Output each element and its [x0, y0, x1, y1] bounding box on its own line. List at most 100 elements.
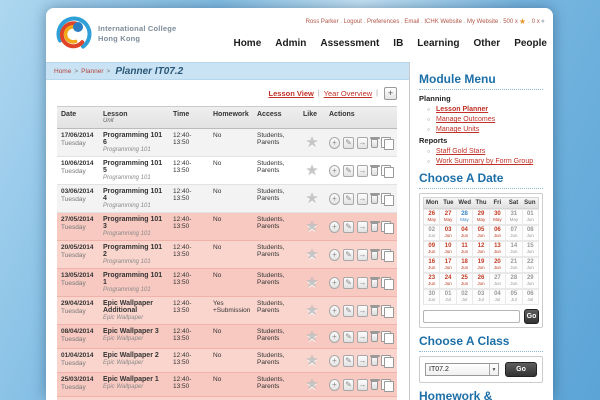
duplicate-icon[interactable] [381, 304, 394, 318]
add-smiley-icon[interactable]: + [329, 164, 340, 177]
nav-item[interactable]: Learning [417, 38, 460, 49]
add-smiley-icon[interactable]: + [329, 378, 340, 391]
like-star-icon[interactable]: ★ [305, 376, 319, 392]
move-icon[interactable]: → [356, 330, 368, 343]
edit-icon[interactable]: ✎ [342, 378, 354, 391]
year-overview-link[interactable]: Year Overview [323, 88, 373, 98]
delete-icon[interactable] [369, 165, 381, 176]
calendar-day[interactable]: 28 Jun [506, 273, 523, 289]
calendar-day[interactable]: 17 Jun [440, 257, 457, 273]
nav-item[interactable]: People [514, 38, 547, 49]
duplicate-icon[interactable] [381, 276, 394, 290]
edit-icon[interactable]: ✎ [342, 248, 354, 261]
add-smiley-icon[interactable]: + [329, 276, 340, 289]
edit-icon[interactable]: ✎ [342, 192, 354, 205]
move-icon[interactable]: → [356, 248, 368, 261]
calendar-day[interactable]: 25 Jun [456, 273, 474, 289]
like-star-icon[interactable]: ★ [305, 352, 319, 368]
add-smiley-icon[interactable]: + [329, 248, 340, 261]
delete-icon[interactable] [369, 193, 381, 204]
module-menu-link[interactable]: Manage Units [427, 126, 543, 133]
calendar-day[interactable]: 05 Jun [473, 225, 490, 241]
calendar-day[interactable]: 28 May [456, 209, 474, 225]
duplicate-icon[interactable] [381, 330, 394, 344]
calendar-day[interactable]: 04 Jun [456, 225, 474, 241]
calendar-day[interactable]: 07 Jun [506, 225, 523, 241]
duplicate-icon[interactable] [381, 192, 394, 206]
calendar-day[interactable]: 02 Jul [456, 289, 474, 305]
module-menu-link[interactable]: Manage Outcomes [427, 116, 543, 123]
delete-icon[interactable] [369, 249, 381, 260]
edit-icon[interactable]: ✎ [342, 330, 354, 343]
like-star-icon[interactable]: ★ [305, 218, 319, 234]
like-star-icon[interactable]: ★ [305, 328, 319, 344]
move-icon[interactable]: → [356, 164, 368, 177]
edit-icon[interactable]: ✎ [342, 164, 354, 177]
add-smiley-icon[interactable]: + [329, 354, 340, 367]
date-go-button[interactable]: Go [524, 309, 539, 324]
delete-icon[interactable] [369, 137, 381, 148]
edit-icon[interactable]: ✎ [342, 304, 354, 317]
module-menu-link[interactable]: Work Summary by Form Group [427, 158, 543, 165]
edit-icon[interactable]: ✎ [342, 136, 354, 149]
user-link[interactable]: Logout [343, 18, 362, 25]
like-star-icon[interactable]: ★ [305, 274, 319, 290]
date-input[interactable] [423, 310, 520, 323]
nav-item[interactable]: Admin [275, 38, 307, 49]
calendar-day[interactable]: 29 May [473, 209, 490, 225]
calendar-day[interactable]: 12 Jun [473, 241, 490, 257]
calendar-day[interactable]: 27 Jun [489, 273, 507, 289]
breadcrumb-link[interactable]: Home [54, 67, 72, 75]
calendar-day[interactable]: 15 Jun [522, 241, 539, 257]
calendar-day[interactable]: 01 Jun [522, 209, 539, 225]
delete-icon[interactable] [369, 305, 381, 316]
calendar-day[interactable]: 06 Jun [489, 225, 507, 241]
add-smiley-icon[interactable]: + [329, 304, 340, 317]
delete-icon[interactable] [369, 355, 381, 366]
move-icon[interactable]: → [356, 378, 368, 391]
delete-icon[interactable] [369, 379, 381, 390]
nav-item[interactable]: Home [233, 38, 262, 49]
calendar-day[interactable]: 02 Jun [424, 225, 441, 241]
duplicate-icon[interactable] [381, 354, 394, 368]
breadcrumb-link[interactable]: Planner [81, 67, 104, 75]
calendar-day[interactable]: 30 May [489, 209, 507, 225]
calendar-day[interactable]: 18 Jun [456, 257, 474, 273]
edit-icon[interactable]: ✎ [342, 220, 354, 233]
module-menu-link[interactable]: Staff Gold Stars [427, 148, 543, 155]
move-icon[interactable]: → [356, 220, 368, 233]
calendar-day[interactable]: 24 Jun [440, 273, 457, 289]
add-lesson-button[interactable]: + [384, 86, 397, 100]
move-icon[interactable]: → [356, 354, 368, 367]
calendar-day[interactable]: 26 May [424, 209, 441, 225]
add-smiley-icon[interactable]: + [329, 330, 340, 343]
delete-icon[interactable] [369, 277, 381, 288]
calendar-day[interactable]: 03 Jul [473, 289, 490, 305]
calendar-day[interactable]: 27 May [440, 209, 457, 225]
nav-item[interactable]: IB [393, 38, 404, 49]
like-star-icon[interactable]: ★ [305, 190, 319, 206]
calendar-day[interactable]: 03 Jun [440, 225, 457, 241]
user-link[interactable]: ICHK Website [424, 18, 462, 25]
calendar-day[interactable]: 01 Jul [440, 289, 457, 305]
delete-icon[interactable] [369, 221, 381, 232]
calendar-day[interactable]: 30 Jun [424, 289, 441, 305]
nav-item[interactable]: Other [473, 38, 501, 49]
calendar-day[interactable]: 20 Jun [489, 257, 507, 273]
move-icon[interactable]: → [356, 136, 368, 149]
calendar-day[interactable]: 13 Jun [489, 241, 507, 257]
calendar-day[interactable]: 05 Jul [506, 289, 523, 305]
calendar-day[interactable]: 21 Jun [506, 257, 523, 273]
class-select[interactable]: IT07.2 ▼ [425, 363, 499, 376]
edit-icon[interactable]: ✎ [342, 354, 354, 367]
calendar-day[interactable]: 10 Jun [440, 241, 457, 257]
calendar-day[interactable]: 09 Jun [424, 241, 441, 257]
edit-icon[interactable]: ✎ [342, 276, 354, 289]
nav-item[interactable]: Assessment [320, 38, 380, 49]
lesson-view-link[interactable]: Lesson View [268, 88, 314, 98]
user-link[interactable]: Preferences [366, 18, 400, 25]
calendar-day[interactable]: 06 Jul [522, 289, 539, 305]
move-icon[interactable]: → [356, 304, 368, 317]
calendar-day[interactable]: 31 May [506, 209, 523, 225]
duplicate-icon[interactable] [381, 220, 394, 234]
